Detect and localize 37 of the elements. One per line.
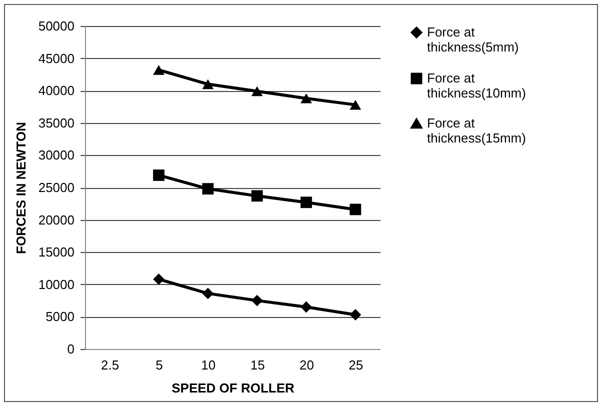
point [300,301,312,313]
x-tick-label: 20 [300,358,314,372]
x-tick-label: 5 [156,358,163,372]
y-tick-label: 30000 [38,148,74,163]
point [251,86,263,96]
point [300,196,312,208]
y-tick-label: 50000 [38,18,74,34]
legend-label: Force at thickness(5mm) [427,24,519,54]
point [350,204,362,216]
y-tick-label: 15000 [38,244,74,260]
point [251,190,263,202]
point [350,100,362,110]
y-tick-label: 0 [67,342,74,356]
y-tick-label: 20000 [38,212,74,228]
x-tick-label: 25 [348,358,364,372]
point [202,183,214,194]
x-tick-label: 2.5 [101,358,120,372]
legend-label: Force at thickness(15mm) [427,116,526,146]
y-tick-label: 35000 [38,115,74,130]
y-tick-label: 45000 [38,50,74,66]
y-axis-title: FORCES IN NEWTON [13,122,28,254]
point [202,79,214,90]
x-axis-title: SPEED OF ROLLER [172,380,295,396]
y-tick-label: 40000 [38,83,74,98]
legend-label: Force at thickness(10mm) [427,70,526,100]
y-tick-label: 10000 [38,276,74,292]
point [202,288,214,300]
point [153,274,164,285]
point [153,64,164,75]
y-tick-label: 25000 [38,180,74,195]
point [251,294,263,306]
point [300,93,312,104]
y-tick-label: 5000 [46,309,74,324]
x-tick-label: 10 [201,358,216,372]
x-tick-label: 15 [250,358,265,372]
point [350,309,362,320]
point [153,170,164,181]
